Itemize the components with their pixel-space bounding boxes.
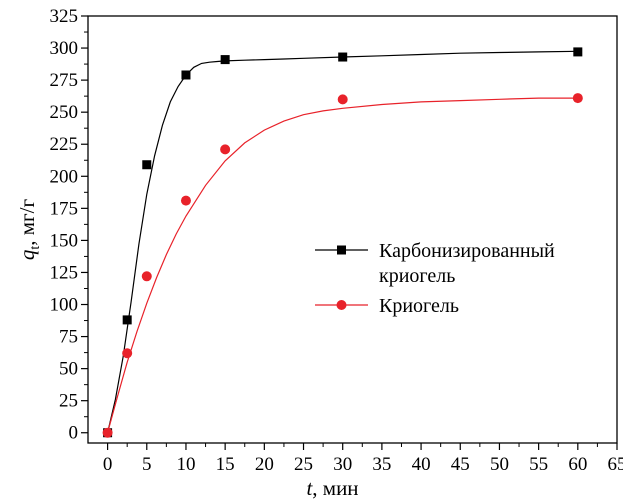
point-series-1 <box>141 271 152 282</box>
x-tick-label: 55 <box>529 454 548 475</box>
x-tick-label: 10 <box>176 454 195 475</box>
y-tick-label: 150 <box>50 230 79 251</box>
x-tick-label: 25 <box>294 454 313 475</box>
y-tick-label: 125 <box>50 262 79 283</box>
x-tick-label: 15 <box>216 454 235 475</box>
point-series-1 <box>102 427 113 438</box>
y-tick-label: 200 <box>50 166 79 187</box>
point-series-0 <box>142 160 152 170</box>
x-tick-label: 50 <box>490 454 509 475</box>
x-axis-title: t, мин <box>306 476 358 499</box>
x-tick-label: 65 <box>608 454 623 475</box>
point-series-1 <box>572 93 583 104</box>
axes: 0 5 10 15 20 25 30 35 40 45 50 55 60 65 0 25 50 75 100 125 1… <box>15 6 623 499</box>
fit-curve-series-1 <box>107 97 578 433</box>
data-markers <box>102 47 583 438</box>
x-tick-label: 35 <box>372 454 391 475</box>
y-tick-label: 250 <box>50 102 79 123</box>
legend-marker-series-0 <box>337 245 346 255</box>
y-tick-label: 100 <box>50 295 79 316</box>
y-tick-label: 325 <box>50 6 79 27</box>
y-tick-label: 0 <box>69 423 79 444</box>
y-axis-title: qt, мг/г <box>15 198 43 260</box>
legend-label-series-1: Криогель <box>379 295 459 317</box>
x-tick-label: 0 <box>103 454 113 475</box>
y-tick-label: 25 <box>59 391 78 412</box>
x-tick-label: 30 <box>333 454 352 475</box>
y-tick-label: 275 <box>50 70 79 91</box>
x-tick-label: 20 <box>255 454 274 475</box>
point-series-0 <box>338 52 348 62</box>
x-tick-label: 5 <box>142 454 152 475</box>
point-series-0 <box>220 55 230 65</box>
point-series-1 <box>337 94 348 105</box>
y-tick-label: 50 <box>59 359 78 380</box>
x-tick-label: 45 <box>451 454 470 475</box>
point-series-0 <box>181 70 191 80</box>
y-tick-label: 300 <box>50 38 79 59</box>
x-tick-label: 40 <box>412 454 431 475</box>
fit-curve-series-0 <box>107 50 578 433</box>
point-series-0 <box>573 47 583 57</box>
legend-marker-series-1 <box>336 300 347 310</box>
plot-frame <box>87 15 618 444</box>
y-tick-label: 75 <box>59 327 78 348</box>
point-series-1 <box>180 195 191 206</box>
legend-label-series-0: Карбонизированный <box>379 240 555 262</box>
point-series-1 <box>122 348 133 359</box>
legend: Карбонизированный криогель Криогель <box>315 240 555 317</box>
y-tick-label: 225 <box>50 134 79 155</box>
point-series-1 <box>220 144 231 155</box>
point-series-0 <box>122 315 132 325</box>
y-tick-label: 175 <box>50 198 79 219</box>
fit-lines <box>107 50 578 433</box>
legend-label-series-0: криогель <box>379 265 455 287</box>
x-tick-label: 60 <box>568 454 587 475</box>
